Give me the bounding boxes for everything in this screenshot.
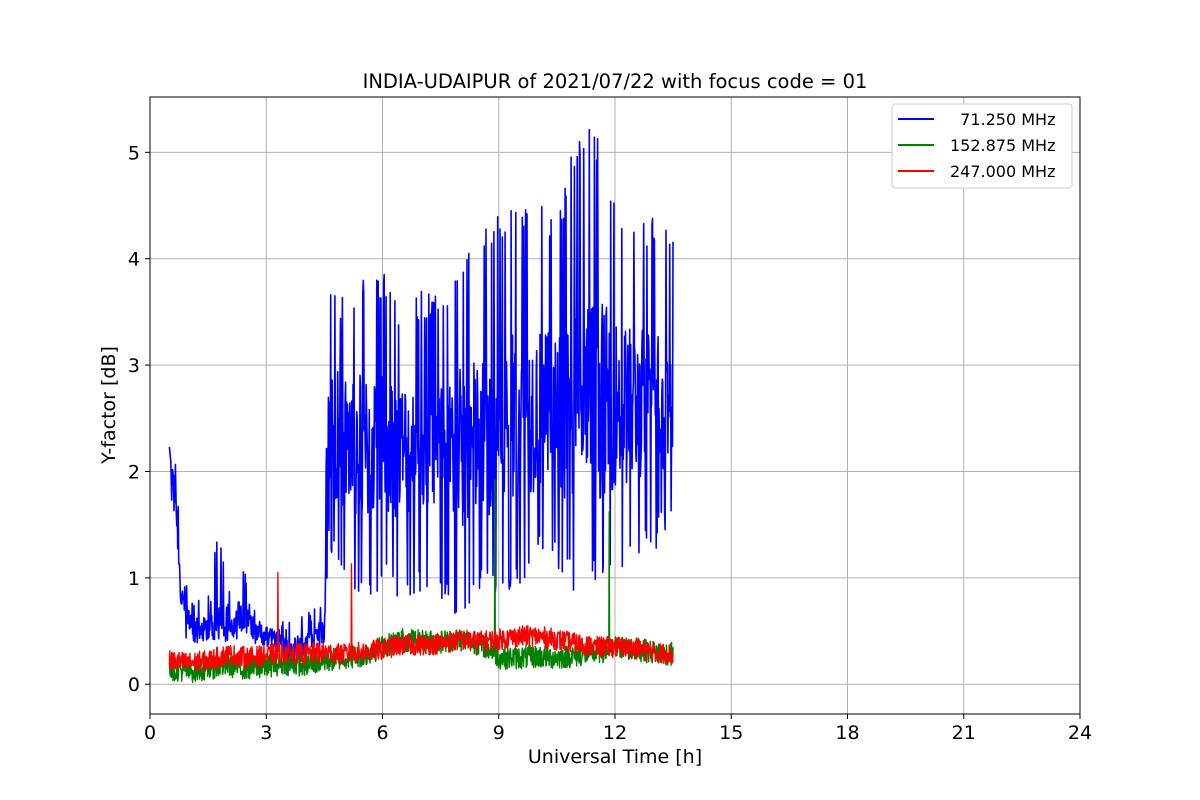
x-tick-label: 6: [376, 722, 388, 744]
y-tick-label: 4: [128, 249, 140, 271]
x-tick-label: 15: [719, 722, 743, 744]
legend-label: 71.250 MHz: [950, 110, 1055, 129]
series-layer: [168, 128, 674, 683]
x-axis-label: Universal Time [h]: [528, 746, 702, 768]
x-tick-label: 0: [144, 722, 156, 744]
legend-box: [891, 103, 1073, 189]
legend: 71.250 MHz 152.875 MHz 247.000 MHz: [891, 103, 1073, 189]
x-tick-label: 18: [835, 722, 859, 744]
y-tick-label: 2: [128, 461, 140, 483]
x-tick-label: 24: [1068, 722, 1092, 744]
x-tick-label: 3: [260, 722, 272, 744]
series-71mhz-line: [168, 128, 674, 677]
series-247mhz-line: [168, 563, 674, 673]
x-tick-label: 21: [952, 722, 976, 744]
chart-title: INDIA-UDAIPUR of 2021/07/22 with focus c…: [363, 70, 868, 93]
legend-label: 247.000 MHz: [950, 162, 1055, 181]
x-tick-label: 12: [603, 722, 627, 744]
y-tick-label: 3: [128, 355, 140, 377]
y-tick-label: 1: [128, 568, 140, 590]
x-tick-label: 9: [493, 722, 505, 744]
legend-label: 152.875 MHz: [950, 136, 1055, 155]
y-tick-label: 5: [128, 142, 140, 164]
y-axis-label: Y-factor [dB]: [98, 346, 120, 465]
y-tick-label: 0: [128, 674, 140, 696]
